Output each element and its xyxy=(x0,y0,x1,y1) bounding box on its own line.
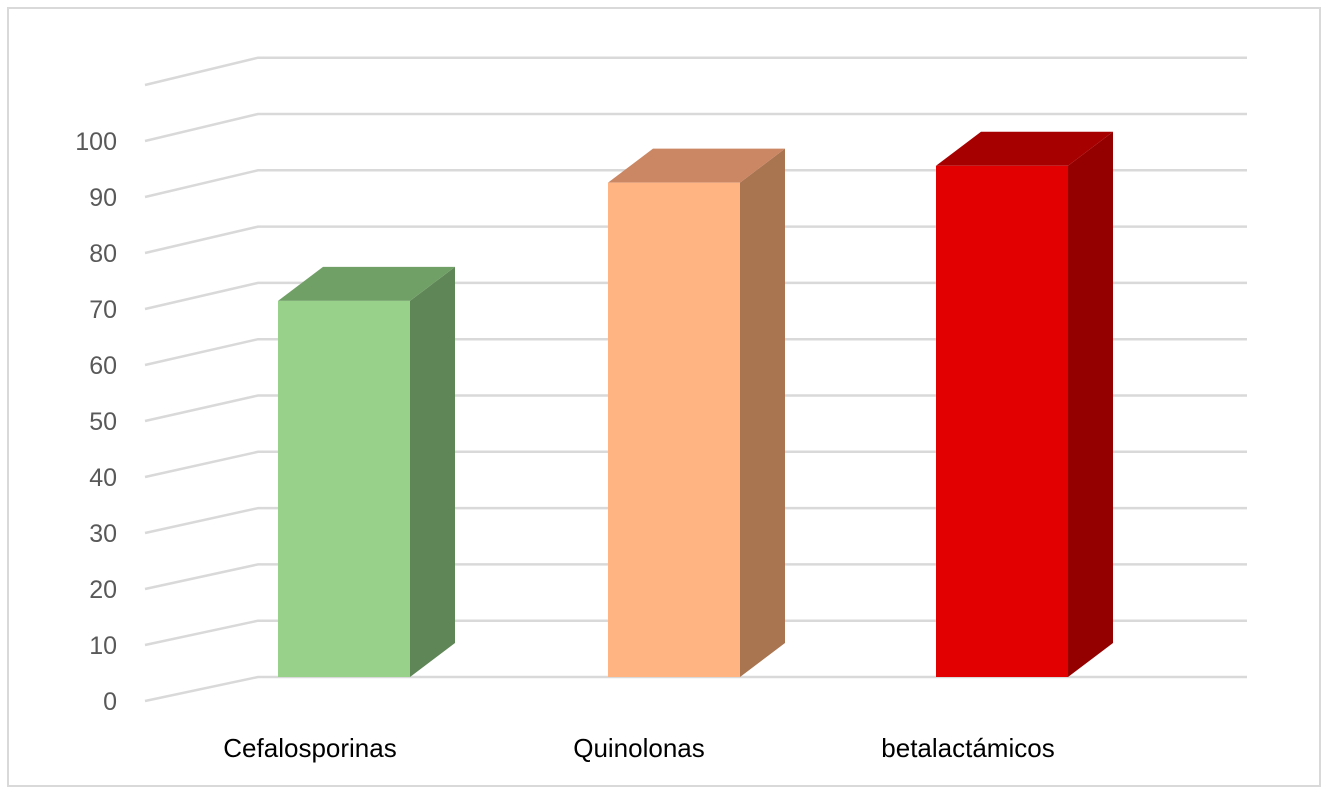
y-tick-label: 90 xyxy=(89,184,117,212)
bar-cefalosporinas xyxy=(278,266,455,677)
y-axis-tick-labels: 0 10 20 30 40 50 60 70 80 90 100 xyxy=(75,128,117,716)
bar-top-face xyxy=(608,148,785,183)
bar-front-face xyxy=(936,165,1068,677)
bar-front-face xyxy=(608,182,740,678)
y-tick-label: 60 xyxy=(89,352,117,380)
x-axis-category-labels: Cefalosporinas Quinolonas betalactámicos xyxy=(223,733,1054,763)
y-tick-label: 20 xyxy=(89,576,117,604)
y-tick-label: 40 xyxy=(89,464,117,492)
gridline xyxy=(144,675,1247,703)
gridline xyxy=(144,225,1247,255)
bar-side-face xyxy=(1068,131,1113,677)
bar-side-face xyxy=(410,266,455,677)
bar-quinolonas xyxy=(608,148,785,678)
bar-side-face xyxy=(740,148,785,678)
y-tick-label: 100 xyxy=(75,128,117,156)
bar-front-face xyxy=(278,300,410,677)
x-category-label: Cefalosporinas xyxy=(223,733,396,763)
y-tick-label: 0 xyxy=(103,688,117,716)
y-tick-label: 80 xyxy=(89,240,117,268)
gridline xyxy=(144,394,1247,423)
gridline xyxy=(144,112,1247,143)
y-tick-label: 10 xyxy=(89,632,117,660)
gridline xyxy=(144,563,1247,591)
gridline xyxy=(144,619,1247,647)
x-category-label: betalactámicos xyxy=(881,733,1054,763)
bar-top-face xyxy=(936,131,1113,166)
gridline xyxy=(144,169,1247,199)
bars xyxy=(278,131,1113,678)
gridline xyxy=(144,337,1247,367)
gridlines xyxy=(144,56,1247,703)
x-category-label: Quinolonas xyxy=(573,733,705,763)
y-tick-label: 50 xyxy=(89,408,117,436)
y-tick-label: 70 xyxy=(89,296,117,324)
gridline xyxy=(144,56,1247,87)
bar-betalactámicos xyxy=(936,131,1113,677)
gridline xyxy=(144,281,1247,311)
y-tick-label: 30 xyxy=(89,520,117,548)
gridline xyxy=(144,506,1247,535)
gridline xyxy=(144,450,1247,479)
bar-top-face xyxy=(278,266,455,301)
